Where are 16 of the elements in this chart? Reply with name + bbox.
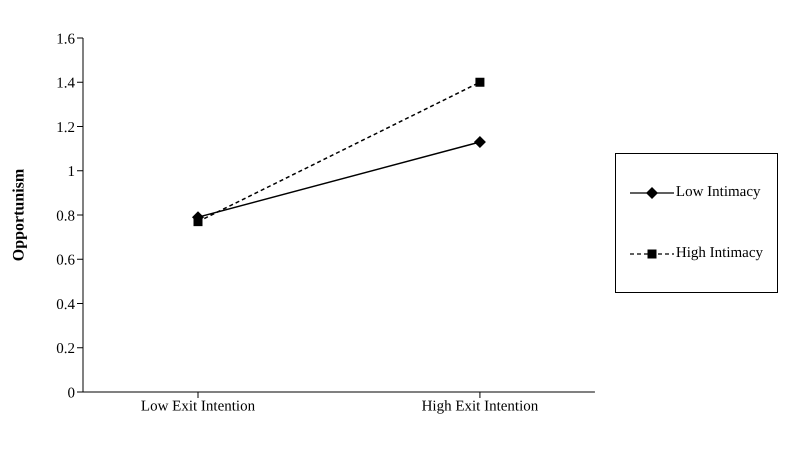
y-tick-label: 1.2 [56, 120, 75, 136]
y-tick-label: 0.6 [56, 252, 76, 269]
legend-label: Low Intimacy [676, 184, 760, 201]
y-tick-label: 0.2 [56, 341, 75, 358]
y-tick-label: 1 [68, 164, 75, 180]
x-tick-label: Low Exit Intention [140, 398, 256, 415]
point [475, 78, 484, 87]
point [474, 136, 486, 148]
legend-label: High Intimacy [676, 245, 763, 262]
y-tick-label: 0.4 [56, 296, 76, 313]
y-tick-label: 0.8 [56, 208, 75, 224]
y-tick-label: 0 [68, 385, 75, 402]
y-tick-label: 1.4 [56, 76, 76, 92]
y-tick-label: 1.6 [56, 31, 76, 48]
x-tick-label: High Exit Intention [422, 398, 539, 415]
y-axis-title: Opportunism [10, 168, 28, 262]
